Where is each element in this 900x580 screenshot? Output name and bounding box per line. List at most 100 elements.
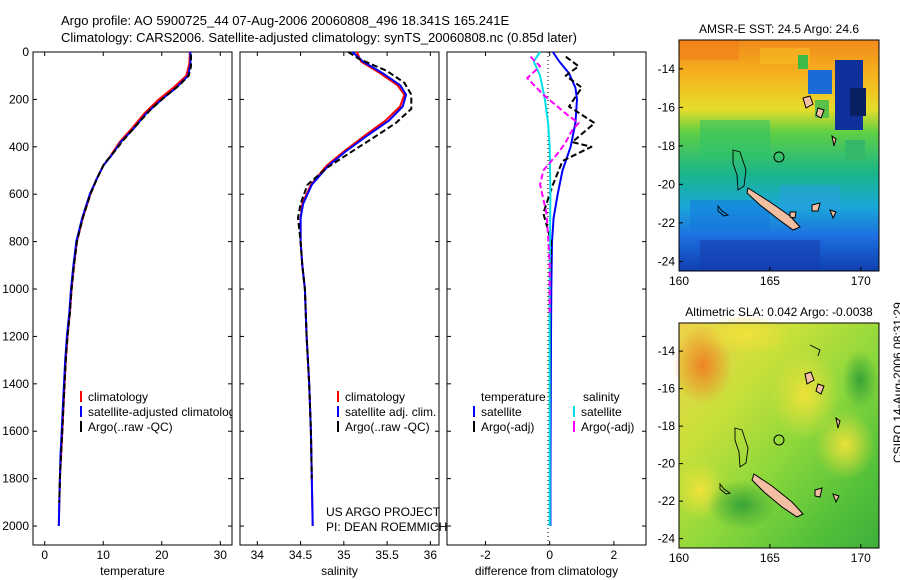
map-x-tick-label: 165 [760,551,780,565]
series-line-argo-raw-qc- [297,51,413,479]
legend-title-temperature: temperature [481,390,546,404]
x-tick-label: 0 [546,548,553,562]
figure-title-line1: Argo profile: AO 5900725_44 07-Aug-2006 … [61,13,510,28]
legend-item-climatology: climatology [337,390,405,404]
series-line-argo-raw-qc- [58,54,192,503]
x-tick-label: 34.5 [289,548,313,562]
legend-item-temp-satellite: satellite [473,405,522,419]
sla-reef-outline [719,344,821,495]
sla-argo-marker [773,434,785,446]
x-tick-label: 36 [424,548,438,562]
legend-swatch [573,421,575,432]
y-tick-label: 0 [22,45,29,59]
map-x-tick-label: 160 [669,274,689,288]
salinity-lines [297,51,413,527]
sst-map-ticks: 160 165 170 -14 -16 -18 -20 -22 -24 [658,62,871,288]
legend-item-argo: Argo(..raw -QC) [337,420,430,434]
legend-swatch [337,406,339,417]
legend-swatch [80,421,82,432]
x-tick-label: 20 [155,548,169,562]
legend-label: Argo(..raw -QC) [88,420,173,434]
sla-map-title: Altimetric SLA: 0.042 Argo: -0.0038 [685,305,873,319]
x-tick-label: 35 [337,548,351,562]
difference-lines [526,51,596,526]
sst-map-texture [679,40,840,271]
series-line-satellite-adjusted-climatology [57,52,192,527]
sst-coastline [746,95,837,231]
map-y-tick-label: -22 [658,216,676,230]
legend-label: satellite adj. clim. [345,405,437,419]
credit-stamp: CSIRO 14-Aug-2006 08:31:29 [891,302,900,463]
map-y-tick-label: -24 [658,254,676,268]
y-tick-label: 1200 [2,329,29,343]
project-name: US ARGO PROJECT [326,505,441,519]
y-tick-label: 200 [9,92,29,106]
legend-label: Argo(-adj) [481,420,535,434]
map-y-tick-label: -20 [658,457,676,471]
difference-axes [446,51,647,546]
temperature-ticks: 0 10 20 30 0 200 400 600 800 1000 1200 1400 1600 1800… [2,45,232,562]
map-y-tick-label: -14 [658,344,676,358]
series-line-temperature-argo-adj- [542,55,596,408]
map-y-tick-label: -18 [658,139,676,153]
map-x-tick-label: 160 [669,551,689,565]
difference-ticks: -2 0 2 [447,51,646,562]
legend-label: climatology [88,390,149,404]
legend-swatch [337,421,339,432]
map-y-tick-label: -20 [658,177,676,191]
y-tick-label: 800 [9,235,29,249]
legend-label: satellite-adjusted climatology [88,405,232,419]
legend-item-climatology: climatology [80,390,148,404]
y-tick-label: 1400 [2,377,29,391]
sst-reef-outline [717,149,747,217]
map-y-tick-label: -14 [658,62,676,76]
sst-argo-marker [773,151,785,163]
map-x-tick-label: 165 [760,274,780,288]
map-y-tick-label: -16 [658,382,676,396]
legend-swatch [80,406,82,417]
legend-swatch [80,391,82,402]
legend-item-argo: Argo(..raw -QC) [80,420,173,434]
legend-swatch [473,406,475,417]
temperature-lines [57,51,192,527]
legend-item-satellite-adj: satellite adj. clim. [337,405,436,419]
legend-swatch [473,421,475,432]
difference-xlabel: difference from climatology [474,564,619,578]
map-x-tick-label: 170 [851,551,871,565]
legend-label: satellite [481,405,522,419]
sst-cloud-mask [798,55,866,160]
legend-label: satellite [581,405,622,419]
legend-swatch [573,406,575,417]
legend-swatch [337,391,339,402]
legend-item-sal-argo: Argo(-adj) [573,420,634,434]
sst-map-panel: 160 165 170 -14 -16 -18 -20 -22 -24 [658,39,880,288]
y-tick-label: 400 [9,140,29,154]
x-tick-label: 34 [251,548,265,562]
y-tick-label: 1800 [2,472,29,486]
sla-map-ticks: 160 165 170 -14 -16 -18 -20 -22 -24 [658,344,871,565]
legend-label: climatology [345,390,406,404]
sst-map-title: AMSR-E SST: 24.5 Argo: 24.6 [698,22,860,36]
salinity-xlabel: salinity [321,564,358,578]
x-tick-label: -2 [480,548,491,562]
y-tick-label: 2000 [2,519,29,533]
x-tick-label: 35.5 [375,548,399,562]
map-y-tick-label: -18 [658,419,676,433]
sla-coastline [751,371,841,518]
legend-item-satellite-adjusted: satellite-adjusted climatology [80,405,232,419]
y-tick-label: 600 [9,187,29,201]
y-tick-label: 1600 [2,424,29,438]
x-tick-label: 30 [214,548,228,562]
salinity-panel: 34 34.5 35 35.5 36 [239,51,440,562]
temperature-axes [32,51,233,546]
legend-title-salinity: salinity [583,390,620,404]
temperature-panel: 0 10 20 30 0 200 400 600 800 1000 1200 1400 1600 1800… [2,45,233,562]
map-y-tick-label: -16 [658,100,676,114]
legend-label: Argo(-adj) [581,420,635,434]
x-tick-label: 10 [97,548,111,562]
temperature-xlabel: temperature [100,564,165,578]
series-line-salinity-satellite [532,51,552,526]
map-y-tick-label: -22 [658,494,676,508]
sla-map-frame [678,322,880,549]
map-y-tick-label: -24 [658,532,676,546]
